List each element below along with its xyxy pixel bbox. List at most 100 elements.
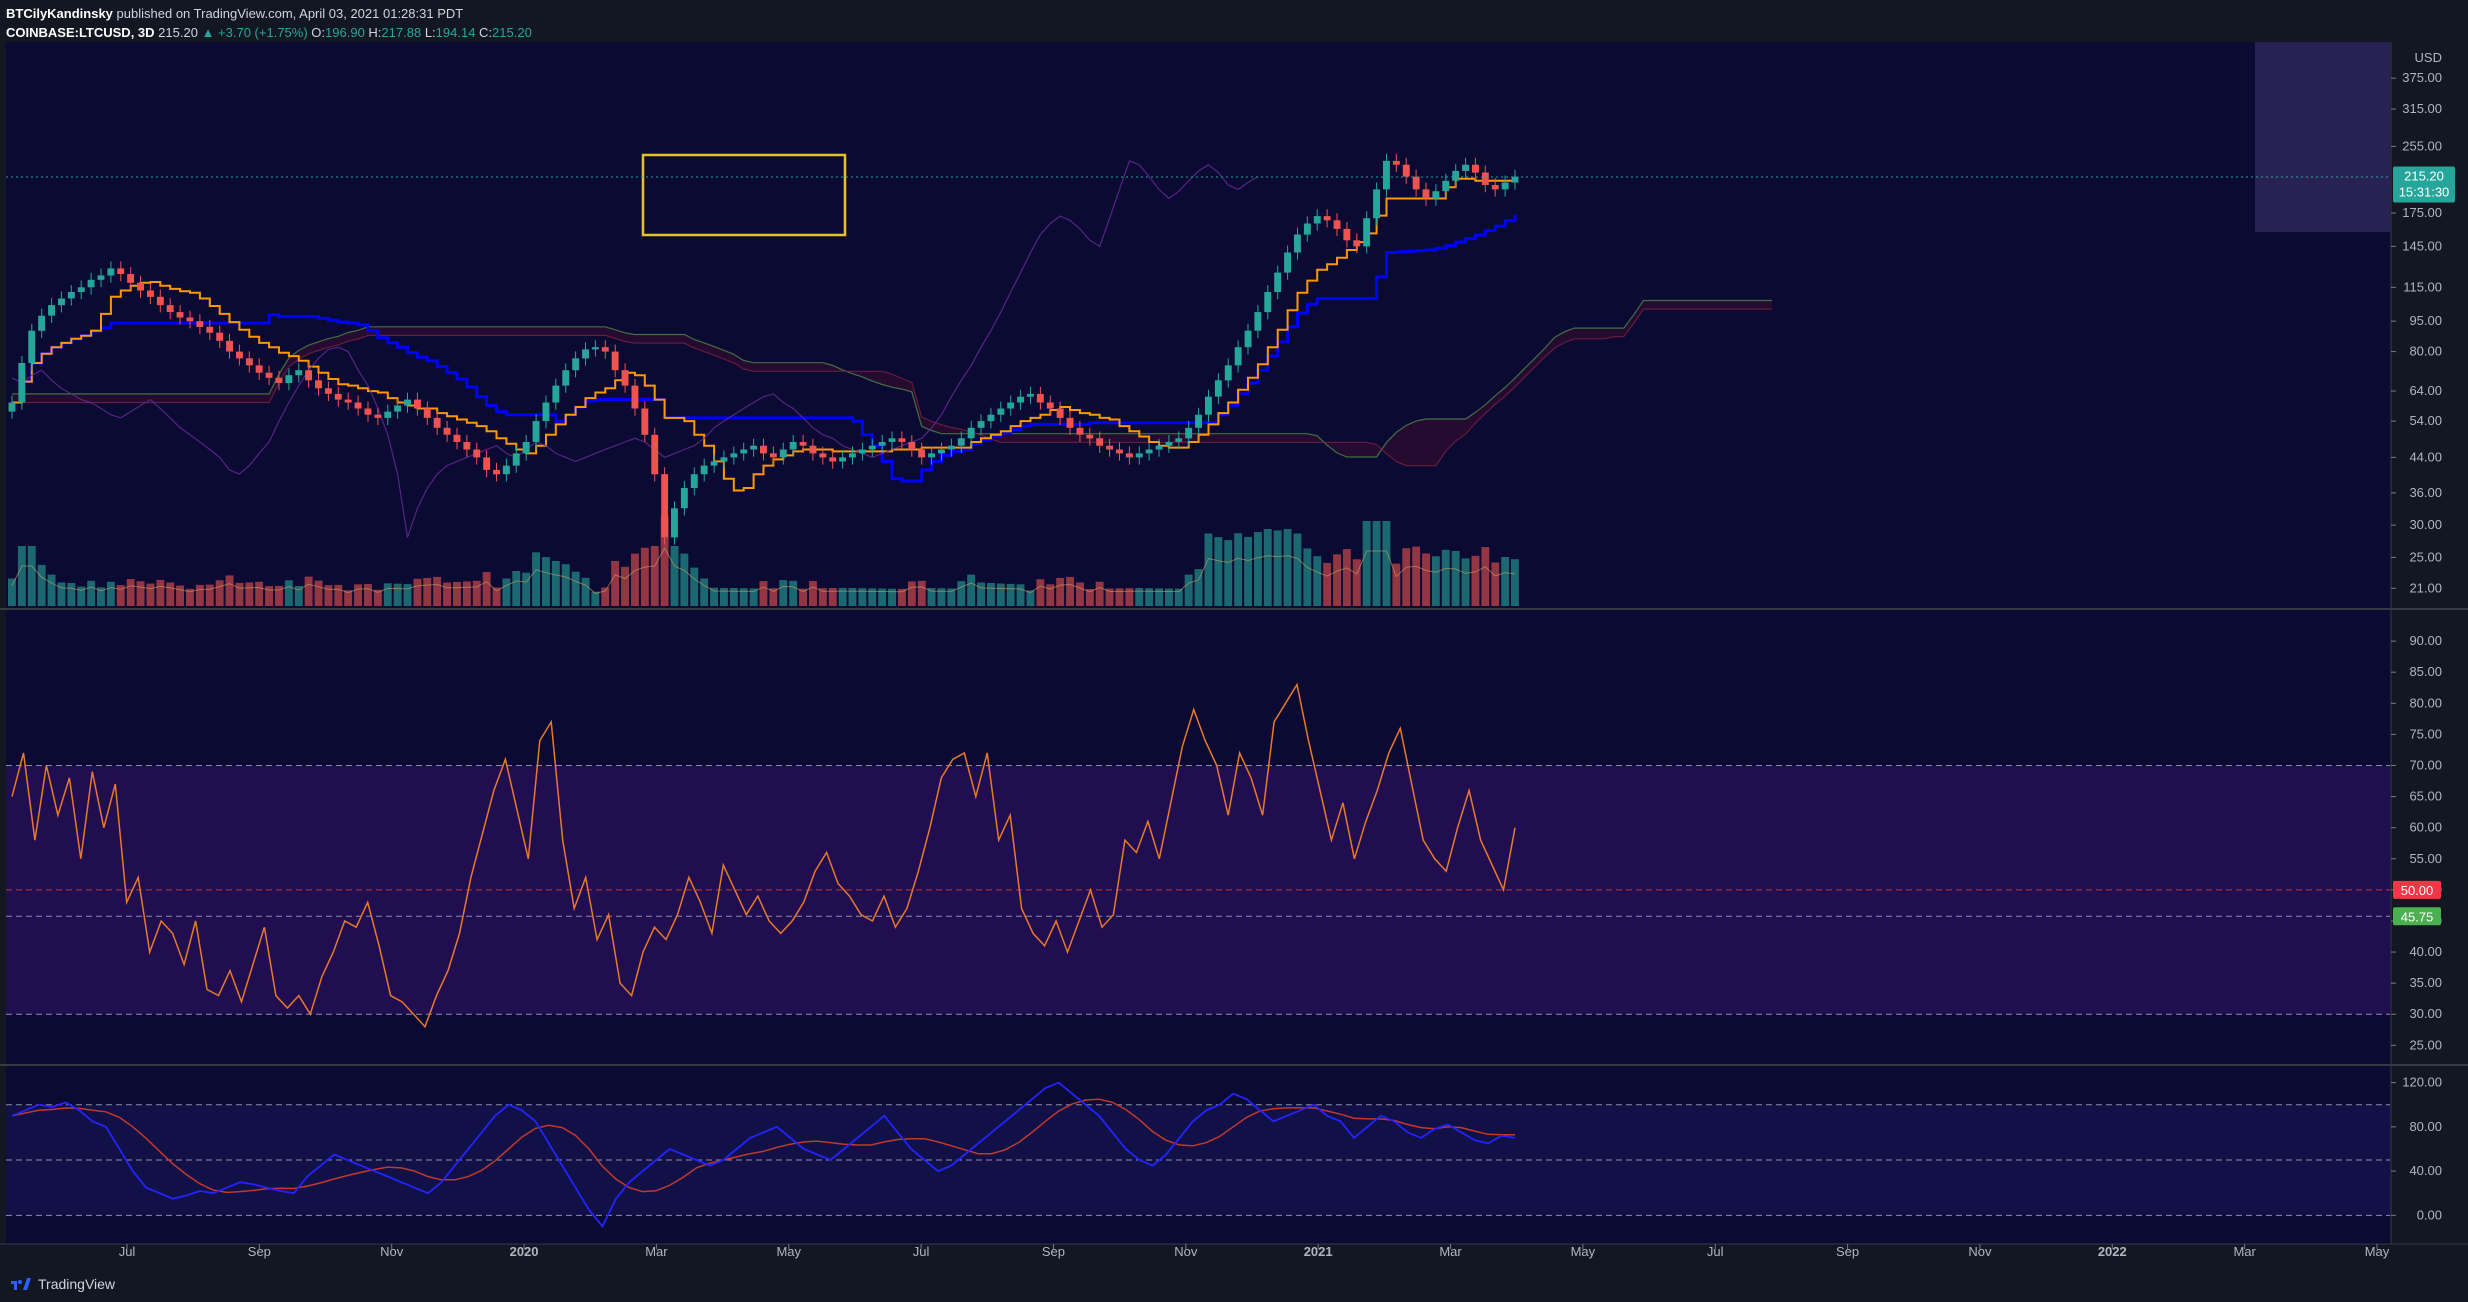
candle-body <box>661 474 669 538</box>
candle <box>305 363 313 388</box>
candle-body <box>730 453 738 458</box>
candle <box>888 431 896 450</box>
candle <box>275 370 283 391</box>
candle-body <box>779 449 787 458</box>
candle-body <box>572 358 580 371</box>
candle-body <box>1333 220 1341 229</box>
tradingview-icon <box>11 1278 31 1290</box>
candle-body <box>374 414 382 418</box>
cci-tick-label: 40.00 <box>2409 1163 2442 1178</box>
volume-bar <box>512 571 521 606</box>
base-line <box>12 214 1517 483</box>
candle <box>285 368 293 391</box>
volume-bar <box>1165 588 1173 606</box>
candle-body <box>858 449 866 454</box>
lagging-span <box>11 160 1259 538</box>
rsi-ma-tag <box>2393 907 2441 926</box>
highlight-box[interactable] <box>641 153 847 237</box>
rsi-ma-tag-text: 45.75 <box>2401 909 2434 924</box>
candle-body <box>918 449 926 458</box>
candle <box>651 427 659 482</box>
ichimoku-lines <box>11 160 1517 538</box>
candle <box>868 438 876 457</box>
cci-axis[interactable]: 120.00 80.00 40.00 0.00 <box>2391 1075 2442 1223</box>
candle-body <box>87 279 95 288</box>
rsi-tick-label: 70.00 <box>2409 757 2442 772</box>
candle-body <box>868 445 876 450</box>
time-tick-label: May <box>1571 1244 1596 1259</box>
candle-body <box>1234 347 1242 366</box>
candle-body <box>166 305 174 312</box>
volume-bar <box>1085 589 1094 606</box>
rsi-axis[interactable]: 90.00 85.00 80.00 75.00 70.00 65.00 60.00 55.00… <box>2391 633 2442 1052</box>
price-tick-label: 36.00 <box>2409 485 2442 500</box>
candle-body <box>414 399 421 409</box>
volume-bar <box>8 578 16 606</box>
volume-bar <box>1194 569 1203 606</box>
candle <box>1096 431 1104 453</box>
rsi-tick-label: 30.00 <box>2409 1006 2442 1021</box>
candle-body <box>1036 393 1044 403</box>
price-tick-label: 175.00 <box>2402 205 2442 220</box>
candle-body <box>878 442 886 446</box>
volume-bar <box>17 546 26 606</box>
candle-body <box>720 457 728 462</box>
volume-bar <box>324 585 333 606</box>
candle-body <box>344 399 352 403</box>
candle-body <box>1086 434 1094 439</box>
author-name[interactable]: BTCilyKandinsky <box>6 6 113 21</box>
price-axis[interactable]: 375.00 315.00 255.00 175.00 145.00 115.00 95.0… <box>2391 50 2455 595</box>
candle <box>710 454 718 473</box>
candle-body <box>690 474 698 488</box>
candle <box>512 446 520 473</box>
candle-body <box>651 434 659 475</box>
candle-body <box>305 370 313 381</box>
chart-canvas[interactable]: 375.00 315.00 255.00 175.00 145.00 115.00 95.0… <box>0 0 2468 1268</box>
price-unit-label: USD <box>2415 50 2442 65</box>
price-tick-label: 25.00 <box>2409 549 2442 564</box>
candle <box>750 438 758 457</box>
candle <box>176 305 184 325</box>
cci-signal-line <box>11 1098 1515 1194</box>
candle <box>740 442 748 461</box>
volume-bar <box>907 581 916 606</box>
cci-tick-label: 120.00 <box>2402 1075 2442 1090</box>
volume-bar <box>1184 574 1193 606</box>
candle-body <box>1046 402 1054 409</box>
candle-body <box>502 465 510 475</box>
rsi-tick-label: 55.00 <box>2409 851 2442 866</box>
candle <box>779 442 787 465</box>
candle-body <box>522 442 530 454</box>
candle-body <box>1145 449 1153 454</box>
candle <box>878 435 886 453</box>
volume-bar <box>383 583 392 606</box>
candle-body <box>888 438 896 442</box>
volume-ma-line <box>11 546 1516 594</box>
candle <box>295 363 303 383</box>
symbol-name[interactable]: COINBASE:LTCUSD, 3D <box>6 25 155 40</box>
candle-body <box>938 449 945 454</box>
volume-bar <box>482 572 491 606</box>
candle <box>117 261 125 282</box>
tradingview-logo[interactable]: TradingView <box>10 1276 115 1292</box>
candle-body <box>1383 160 1390 190</box>
volume-bar <box>186 588 194 606</box>
volume-bar <box>759 581 768 606</box>
time-axis[interactable]: Jul Sep Nov 2020 Mar May Jul Sep Nov 2021 Mar May Ju… <box>119 1244 2390 1259</box>
publish-info: published on TradingView.com, April 03, … <box>116 6 464 21</box>
conversion-line <box>12 177 1516 492</box>
candle-body <box>38 315 46 331</box>
volume-bar <box>1461 558 1470 606</box>
candle-body <box>176 312 184 318</box>
candle <box>1195 407 1202 435</box>
time-tick-label: Jul <box>1707 1244 1724 1259</box>
candle-body <box>1294 234 1301 253</box>
volume-bar <box>453 582 461 606</box>
volume-bar <box>67 583 76 606</box>
candle <box>700 458 708 482</box>
volume-bar <box>37 564 46 606</box>
candle-body <box>908 442 916 450</box>
price-tick-label: 375.00 <box>2402 70 2442 85</box>
candle-body <box>1422 189 1430 199</box>
candle <box>166 298 174 320</box>
